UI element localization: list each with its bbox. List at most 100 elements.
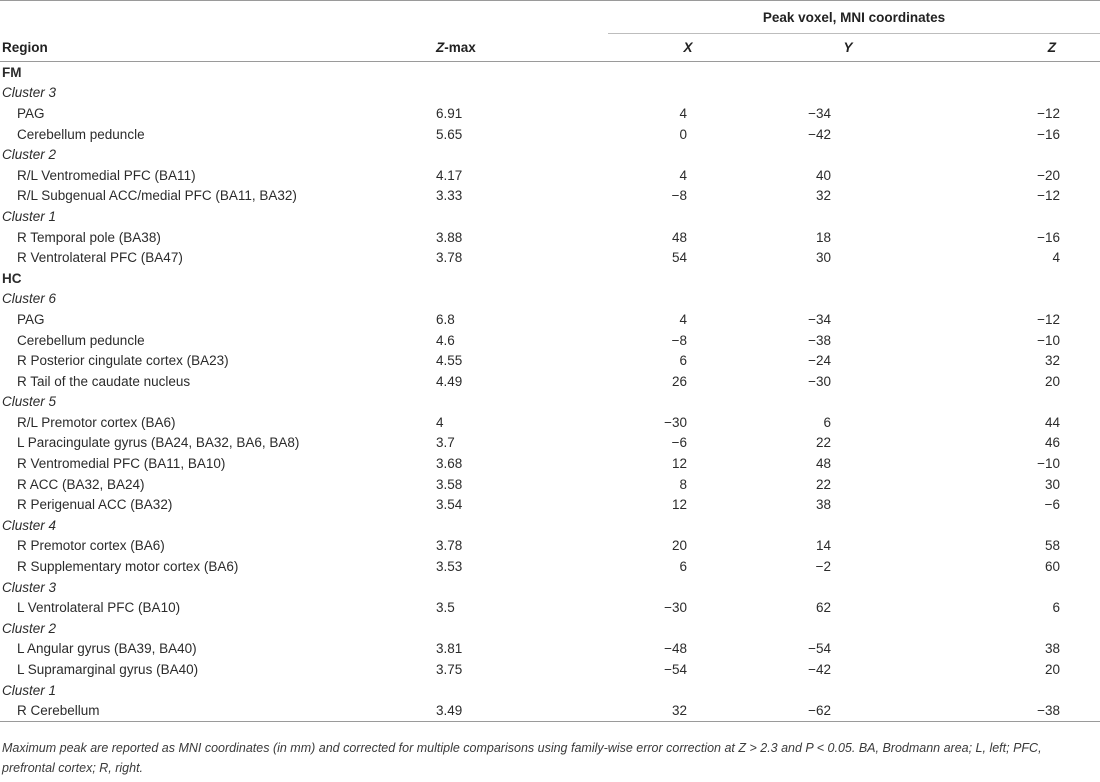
zmax-cell: 6.91 xyxy=(436,105,463,121)
cluster-header-row: Cluster 2 xyxy=(0,144,1100,165)
cluster-header-row: Cluster 6 xyxy=(0,289,1100,310)
zmax-cell: 4 xyxy=(436,414,444,430)
y-column-header: Y xyxy=(768,33,928,62)
cluster-header-row: Cluster 1 xyxy=(0,680,1100,701)
region-cell: R Supplementary motor cortex (BA6) xyxy=(17,559,239,575)
x-coordinate-cell: 4 xyxy=(679,311,687,327)
region-cell: R Tail of the caudate nucleus xyxy=(17,373,191,389)
table-row: R Premotor cortex (BA6) 3.78 20 14 58 xyxy=(0,536,1100,557)
results-table-container: Peak voxel, MNI coordinates Region Z-max… xyxy=(0,0,1100,723)
z-coordinate-cell: −38 xyxy=(928,700,1100,723)
cluster-label: Cluster 2 xyxy=(2,620,57,636)
group-label: HC xyxy=(2,270,22,286)
z-coordinate-cell: −20 xyxy=(1037,167,1061,183)
peak-voxel-header: Peak voxel, MNI coordinates xyxy=(608,0,1100,34)
y-coordinate-cell: 30 xyxy=(815,250,831,266)
z-coordinate-cell: −10 xyxy=(1037,456,1061,472)
z-coordinate-cell: 30 xyxy=(1045,476,1061,492)
y-coordinate-cell: −42 xyxy=(808,126,831,142)
region-cell: L Paracingulate gyrus (BA24, BA32, BA6, … xyxy=(17,435,300,451)
table-row: L Supramarginal gyrus (BA40) 3.75 −54 −42 20 xyxy=(0,659,1100,680)
y-coordinate-cell: −34 xyxy=(808,311,831,327)
x-coordinate-cell: 54 xyxy=(671,250,687,266)
cluster-label: Cluster 1 xyxy=(2,682,57,698)
table-row: R Ventromedial PFC (BA11, BA10) 3.68 12 48 −… xyxy=(0,453,1100,474)
region-cell: R Ventromedial PFC (BA11, BA10) xyxy=(17,456,226,472)
table-row: R Tail of the caudate nucleus 4.49 26 −30 20 xyxy=(0,371,1100,392)
z-coordinate-cell: 32 xyxy=(1045,353,1061,369)
z-coordinate-cell: 38 xyxy=(1045,641,1061,657)
x-coordinate-cell: 20 xyxy=(671,538,687,554)
cluster-label: Cluster 3 xyxy=(2,579,57,595)
y-coordinate-cell: −2 xyxy=(815,559,831,575)
table-row: L Paracingulate gyrus (BA24, BA32, BA6, … xyxy=(0,433,1100,454)
region-cell: R Temporal pole (BA38) xyxy=(17,229,161,245)
region-cell: R ACC (BA32, BA24) xyxy=(17,476,145,492)
region-cell: R/L Subgenual ACC/medial PFC (BA11, BA32… xyxy=(17,188,297,204)
y-coordinate-cell: 18 xyxy=(815,229,831,245)
zmax-cell: 3.49 xyxy=(432,700,608,723)
table-row: L Ventrolateral PFC (BA10) 3.5 −30 62 6 xyxy=(0,597,1100,618)
z-coordinate-cell: 44 xyxy=(1045,414,1061,430)
y-coordinate-cell: 14 xyxy=(815,538,831,554)
x-coordinate-cell: 4 xyxy=(679,105,687,121)
x-coordinate-cell: 8 xyxy=(679,476,687,492)
cluster-header-row: Cluster 2 xyxy=(0,618,1100,639)
table-row: R Perigenual ACC (BA32) 3.54 12 38 −6 xyxy=(0,494,1100,515)
table-row: R Cerebellum 3.49 32 −62 −38 xyxy=(0,700,1100,723)
z-coordinate-cell: 4 xyxy=(1052,250,1061,266)
x-coordinate-cell: 6 xyxy=(679,353,687,369)
table-row: PAG 6.8 4 −34 −12 xyxy=(0,309,1100,330)
cluster-header-row: Cluster 5 xyxy=(0,392,1100,413)
x-coordinate-cell: −54 xyxy=(664,662,687,678)
x-coordinate-cell: −8 xyxy=(671,332,687,348)
region-cell: R/L Ventromedial PFC (BA11) xyxy=(17,167,196,183)
z-coordinate-cell: −16 xyxy=(1037,229,1061,245)
zmax-cell: 4.6 xyxy=(436,332,455,348)
z-coordinate-cell: 6 xyxy=(1052,600,1061,616)
zmax-column-header: Z-max xyxy=(432,33,608,62)
z-coordinate-cell: −10 xyxy=(1037,332,1061,348)
region-cell: PAG xyxy=(17,105,45,121)
cluster-label: Cluster 5 xyxy=(2,394,57,410)
group-header-row: FM xyxy=(0,62,1100,83)
table-footnote: Maximum peak are reported as MNI coordin… xyxy=(2,741,1042,775)
zmax-cell: 4.55 xyxy=(436,353,463,369)
table-row: R Supplementary motor cortex (BA6) 3.53 6 −… xyxy=(0,556,1100,577)
region-cell: R Perigenual ACC (BA32) xyxy=(17,497,173,513)
y-coordinate-cell: −54 xyxy=(808,641,831,657)
x-coordinate-cell: −8 xyxy=(671,188,687,204)
y-coordinate-cell: 32 xyxy=(815,188,831,204)
z-coordinate-cell: 20 xyxy=(1045,662,1061,678)
table-row: R/L Subgenual ACC/medial PFC (BA11, BA32… xyxy=(0,186,1100,207)
region-column-header: Region xyxy=(0,33,432,62)
z-coordinate-cell: −12 xyxy=(1037,105,1061,121)
y-coordinate-cell: −38 xyxy=(808,332,831,348)
table-header: Peak voxel, MNI coordinates Region Z-max… xyxy=(0,0,1100,62)
zmax-cell: 3.78 xyxy=(436,538,463,554)
region-cell: R Posterior cingulate cortex (BA23) xyxy=(17,353,229,369)
zmax-cell: 3.7 xyxy=(436,435,455,451)
x-coordinate-cell: −48 xyxy=(664,641,687,657)
x-coordinate-cell: −6 xyxy=(671,435,687,451)
cluster-label: Cluster 2 xyxy=(2,147,57,163)
table-row: Cerebellum peduncle 4.6 −8 −38 −10 xyxy=(0,330,1100,351)
y-coordinate-cell: −42 xyxy=(808,662,831,678)
zmax-cell: 3.78 xyxy=(436,250,463,266)
zmax-cell: 3.58 xyxy=(436,476,463,492)
y-coordinate-cell: 62 xyxy=(815,600,831,616)
region-cell: R Premotor cortex (BA6) xyxy=(17,538,165,554)
z-coordinate-cell: 20 xyxy=(1045,373,1061,389)
table-row: R/L Premotor cortex (BA6) 4 −30 6 44 xyxy=(0,412,1100,433)
y-coordinate-cell: 40 xyxy=(815,167,831,183)
zmax-header-italic: Z xyxy=(436,39,445,55)
region-cell: R Cerebellum xyxy=(0,700,432,723)
cluster-header-row: Cluster 1 xyxy=(0,206,1100,227)
z-coordinate-cell: −16 xyxy=(1037,126,1061,142)
x-column-header: X xyxy=(608,33,768,62)
results-table: Peak voxel, MNI coordinates Region Z-max… xyxy=(0,0,1100,723)
zmax-cell: 3.75 xyxy=(436,662,463,678)
z-coordinate-cell: 60 xyxy=(1045,559,1061,575)
z-coordinate-cell: −12 xyxy=(1037,311,1061,327)
region-cell: R Ventrolateral PFC (BA47) xyxy=(17,250,183,266)
